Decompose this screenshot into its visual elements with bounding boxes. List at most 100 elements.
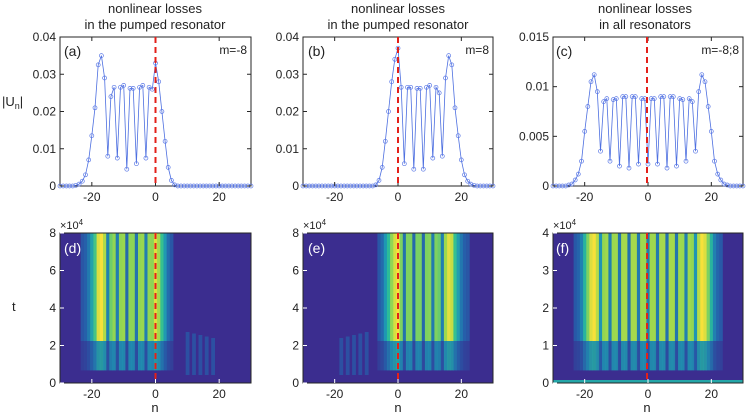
data-point — [629, 94, 635, 99]
heatmap-d: -20 0 20 0 2 4 6 8 (d) ×104 — [49, 218, 252, 401]
data-point — [70, 183, 76, 189]
heatmap-column-fade — [703, 341, 707, 371]
heatmap-column — [700, 233, 704, 341]
heatmap-column-fade — [636, 341, 641, 371]
heatmap-column-fade — [579, 341, 584, 371]
data-point — [702, 79, 708, 85]
data-point — [452, 105, 458, 111]
heatmap-column — [466, 233, 470, 341]
y-tick-label: 8 — [49, 226, 56, 240]
heatmap-column — [659, 233, 663, 341]
xlabel-f: n — [643, 400, 650, 415]
data-point — [108, 94, 114, 99]
data-point — [73, 182, 79, 188]
heatmap-column-fade — [716, 341, 720, 371]
heatmap-ticks-e: -20 0 20 0 2 4 6 8 — [292, 226, 468, 401]
heatmap-column — [377, 233, 381, 341]
ticks-c: -20 0 20 0 0.005 0.01 0.015 — [519, 30, 743, 204]
heatmap-column-fade — [649, 341, 654, 371]
heatmap-column — [646, 233, 650, 341]
heatmap-column-fade — [690, 341, 695, 371]
data-point — [566, 182, 572, 188]
heatmap-column — [671, 233, 676, 341]
data-point — [169, 178, 174, 183]
heatmap-column-fade — [617, 341, 622, 371]
data-point — [83, 172, 88, 178]
data-point — [658, 94, 664, 99]
data-point — [408, 84, 414, 90]
heatmap-column-fade — [115, 341, 120, 371]
heatmap-column-fade — [652, 341, 657, 371]
heatmap-column-fade — [399, 341, 404, 371]
data-point — [235, 183, 241, 189]
x-tick-label: 0 — [395, 190, 402, 204]
data-point — [563, 183, 569, 189]
heatmap-cells-d — [80, 233, 215, 375]
heatmap-column — [678, 233, 682, 341]
data-point — [229, 183, 235, 189]
heatmap-column — [456, 233, 461, 341]
data-point — [194, 183, 200, 189]
heatmap-column-fade — [681, 341, 685, 371]
data-point — [338, 183, 344, 189]
data-point — [721, 181, 727, 187]
heatmap-column — [652, 233, 657, 341]
heatmap-column-fade — [640, 341, 644, 371]
heatmap-column-fade — [602, 341, 606, 371]
data-point — [191, 183, 197, 189]
data-point — [322, 183, 328, 189]
heatmap-column — [412, 233, 416, 341]
data-point — [95, 62, 101, 68]
heatmap-column-fade — [598, 341, 603, 371]
data-point — [477, 183, 483, 189]
heatmap-column — [424, 233, 429, 341]
heatmap-column — [83, 233, 88, 341]
data-point — [455, 133, 461, 139]
data-point — [632, 94, 638, 99]
data-point — [420, 166, 426, 172]
data-point — [443, 75, 448, 81]
heatmap-column — [598, 233, 603, 341]
y-tick-label: 0.005 — [519, 129, 549, 143]
heatmap-column — [157, 233, 161, 341]
data-point — [134, 161, 139, 167]
data-point — [156, 79, 162, 85]
data-point — [344, 183, 350, 189]
heatmap-column — [421, 233, 426, 341]
title-b-line1: nonlinear losses — [351, 1, 445, 16]
heatmap-column-fade — [138, 341, 142, 371]
heatmap-column-fade — [576, 341, 581, 371]
x-tick-label: 20 — [455, 387, 469, 401]
heatmap-column-fade — [655, 341, 660, 371]
heatmap-column — [684, 233, 688, 341]
data-point — [585, 104, 591, 109]
data-point — [430, 155, 436, 161]
heatmap-packet — [192, 333, 196, 375]
heatmap-column-fade — [80, 341, 85, 371]
data-point — [325, 183, 331, 189]
data-point — [588, 79, 594, 85]
data-point — [200, 183, 206, 189]
heatmap-column-fade — [386, 341, 391, 371]
y-tick-label: 0.03 — [33, 67, 57, 81]
heatmap-column-fade — [131, 341, 136, 371]
data-point — [363, 183, 369, 189]
heatmap-column-fade — [157, 341, 161, 371]
data-point — [149, 86, 155, 92]
heatmap-column-fade — [621, 341, 625, 371]
heatmap-packet — [352, 335, 356, 375]
heatmap-column-fade — [166, 341, 171, 371]
heatmap-column-fade — [405, 341, 410, 371]
heatmap-column — [636, 233, 641, 341]
data-point — [376, 178, 382, 183]
heatmap-column-fade — [90, 341, 94, 371]
heatmap-column-fade — [678, 341, 682, 371]
heatmap-column — [589, 233, 593, 341]
heatmap-column — [462, 233, 467, 341]
data-point — [411, 166, 417, 172]
y-tick-label: 0.02 — [33, 105, 57, 119]
heatmap-column-fade — [106, 341, 110, 371]
heatmap-column-fade — [415, 341, 419, 371]
heatmap-column — [103, 233, 107, 341]
data-point — [674, 163, 679, 169]
